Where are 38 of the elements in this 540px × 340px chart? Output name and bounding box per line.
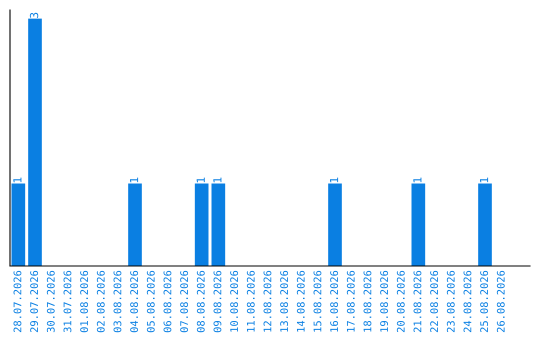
x-tick-label: 23.08.2026: [446, 270, 455, 332]
x-tick-label: 17.08.2026: [346, 270, 355, 332]
x-tick-label: 30.07.2026: [46, 270, 55, 332]
x-tick-label: 10.08.2026: [230, 270, 238, 332]
x-tick-label: 19.08.2026: [380, 270, 388, 332]
x-tick-label: 07.08.2026: [180, 270, 188, 332]
x-tick-label: 20.08.2026: [396, 270, 405, 332]
data-label: 1: [330, 178, 338, 182]
x-tick-label: 18.08.2026: [364, 270, 372, 332]
x-tick-label: 09.08.2026: [214, 270, 222, 332]
x-tick-label: 03.08.2026: [114, 270, 122, 332]
x-tick-label: 08.08.2026: [196, 270, 205, 332]
x-tick-label: 02.08.2026: [96, 270, 105, 332]
x-tick-label: 25.08.2026: [480, 270, 488, 332]
x-tick-label: 21.08.2026: [414, 270, 422, 332]
x-tick-label: 11.08.2026: [246, 270, 255, 332]
x-tick-label: 29.07.2026: [30, 270, 38, 332]
data-label: 1: [480, 178, 488, 182]
data-label: 1: [213, 178, 222, 182]
x-tick-label: 22.08.2026: [430, 270, 438, 332]
data-label: 1: [13, 178, 22, 182]
data-label: 1: [130, 178, 138, 182]
data-label: 1: [413, 178, 422, 182]
x-tick-label: 16.08.2026: [330, 270, 338, 332]
x-tick-label: 05.08.2026: [146, 270, 155, 332]
x-tick-label: 24.08.2026: [464, 270, 472, 332]
x-tick-label: 12.08.2026: [264, 270, 272, 332]
x-tick-label: 06.08.2026: [164, 270, 172, 332]
data-label: 3: [30, 12, 38, 18]
x-tick-label: 31.07.2026: [64, 270, 72, 332]
x-tick-label: 28.07.2026: [14, 270, 22, 332]
x-tick-label: 15.08.2026: [314, 270, 322, 332]
data-label: 1: [196, 178, 205, 182]
x-tick-label: 26.08.2026: [496, 270, 505, 332]
x-tick-label: 04.08.2026: [130, 270, 138, 332]
x-tick-label: 14.08.2026: [296, 270, 305, 332]
x-tick-label: 13.08.2026: [280, 270, 288, 332]
x-tick-label: 01.08.2026: [80, 270, 88, 332]
